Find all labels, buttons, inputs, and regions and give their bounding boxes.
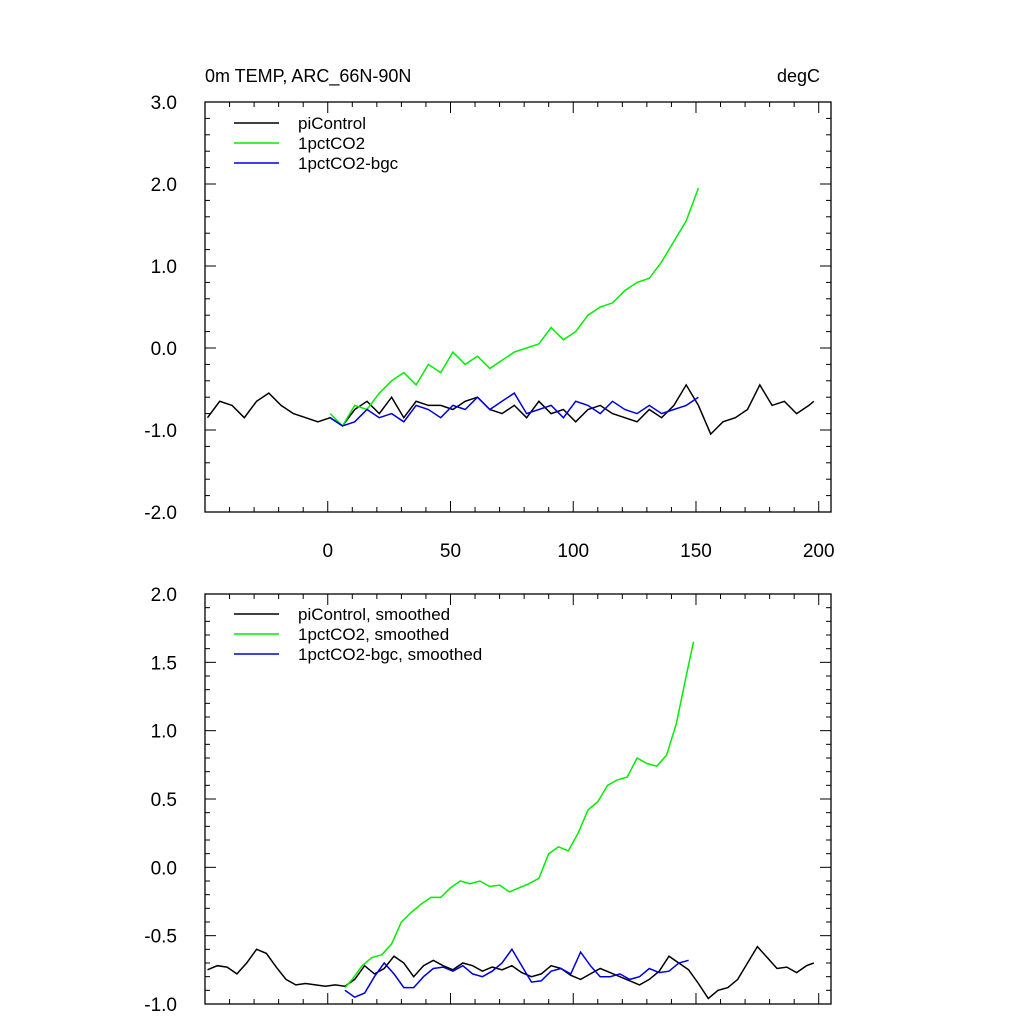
bottom-panel: -1.0 -0.5 0.0 0.5 1.0 1.5 2.0 piControl,… [144,585,832,1016]
bottom-series [207,641,815,1000]
bottom-ytick-label: -1.0 [144,995,177,1016]
top-chart-title: 0m TEMP, ARC_66N-90N [205,66,411,87]
bottom-plot-frame [204,593,832,1005]
bottom-ytick-label: 1.5 [151,653,177,674]
top-ytick-label: 0.0 [151,339,177,360]
legend-label-picontrol: piControl [298,114,366,133]
series-line-1pctco2-smoothed [344,641,695,989]
bottom-ytick-label: 2.0 [151,585,177,606]
top-xtick-label: 200 [803,541,835,562]
series-line-1pctco2-bgc [329,392,699,427]
top-xtick-label: 150 [680,541,712,562]
bottom-legend: piControl, smoothed 1pctCO2, smoothed 1p… [234,605,482,664]
top-series [206,187,815,436]
bottom-ytick-label: 1.0 [151,722,177,743]
top-ytick-label: 1.0 [151,257,177,278]
legend-label-1pctco2-smoothed: 1pctCO2, smoothed [298,625,449,644]
top-chart-units: degC [777,66,820,86]
top-plot-frame [204,101,832,513]
top-xtick-label: 100 [557,541,589,562]
legend-label-1pctco2: 1pctCO2 [298,134,365,153]
series-line-1pctco2-bgc-smoothed [344,947,689,999]
legend-label-1pctco2-bgc-smoothed: 1pctCO2-bgc, smoothed [298,645,482,664]
top-xtick-label: 0 [322,541,333,562]
top-panel: 0m TEMP, ARC_66N-90N degC 0 50 100 150 2… [144,66,834,562]
bottom-ticks [205,593,831,1005]
series-line-picontrol-smoothed [207,945,815,1000]
legend-label-picontrol-smoothed: piControl, smoothed [298,605,450,624]
bottom-ytick-label: 0.0 [151,858,177,879]
bottom-ytick-label: 0.5 [151,790,177,811]
top-legend: piControl 1pctCO2 1pctCO2-bgc [234,114,399,173]
bottom-ytick-labels: -1.0 -0.5 0.0 0.5 1.0 1.5 2.0 [144,585,177,1016]
top-ytick-label: 3.0 [151,93,177,114]
top-ticks [205,101,831,513]
top-xtick-labels: 0 50 100 150 200 [322,541,834,562]
top-ytick-label: -1.0 [144,421,177,442]
series-line-1pctco2 [329,187,700,428]
top-ytick-labels: -2.0 -1.0 0.0 1.0 2.0 3.0 [144,93,177,524]
top-ytick-label: 2.0 [151,175,177,196]
bottom-ytick-label: -0.5 [144,927,177,948]
series-line-picontrol [206,383,815,436]
legend-label-1pctco2-bgc: 1pctCO2-bgc [298,154,399,173]
top-xtick-label: 50 [440,541,461,562]
top-ytick-label: -2.0 [144,503,177,524]
